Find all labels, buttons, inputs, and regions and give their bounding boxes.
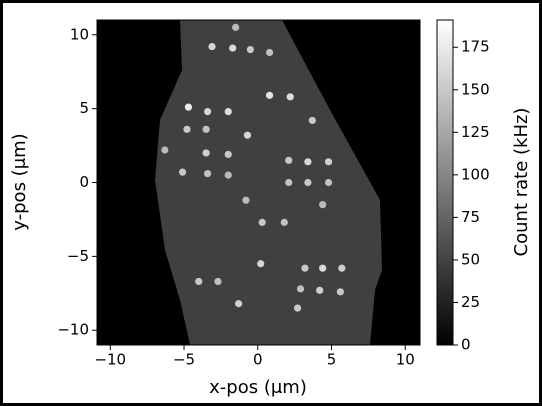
- spot: [304, 178, 312, 187]
- spot: [229, 44, 237, 52]
- spot: [204, 107, 212, 116]
- spot: [296, 285, 305, 293]
- spot: [285, 156, 293, 164]
- spot: [304, 158, 312, 166]
- spot: [224, 107, 232, 116]
- spot: [308, 116, 316, 125]
- flake: [155, 20, 382, 345]
- spot: [234, 300, 243, 308]
- y-tick-label: −5: [67, 247, 89, 265]
- spot: [184, 103, 193, 111]
- spot: [204, 170, 212, 178]
- spot: [265, 48, 274, 57]
- spot: [257, 260, 265, 268]
- spot: [316, 286, 324, 294]
- spot: [178, 168, 187, 176]
- spot: [202, 149, 210, 157]
- spot: [243, 131, 252, 139]
- colorbar-tick-label: 150: [461, 80, 490, 98]
- colorbar-tick-label: 25: [461, 293, 480, 311]
- colorbar-tick-label: 75: [461, 208, 480, 226]
- colorbar: [436, 19, 454, 346]
- spot: [214, 277, 222, 286]
- spot: [224, 171, 232, 179]
- spot: [224, 150, 232, 159]
- spot: [280, 218, 288, 226]
- x-tick-label: 5: [327, 351, 337, 369]
- spot: [285, 178, 293, 187]
- spot: [319, 264, 327, 272]
- spot: [258, 218, 266, 226]
- spot: [242, 196, 250, 204]
- y-axis-label: y-pos (μm): [9, 133, 30, 230]
- y-tick-label: 5: [79, 99, 89, 117]
- x-tick-label: −5: [173, 351, 195, 369]
- y-tick-label: 0: [79, 173, 89, 191]
- colorbar-tick-label: 50: [461, 250, 480, 268]
- spot: [301, 264, 309, 272]
- spot: [336, 288, 344, 296]
- x-axis-label: x-pos (μm): [209, 377, 307, 398]
- spot: [195, 277, 203, 286]
- spot: [161, 146, 169, 154]
- spot: [324, 158, 333, 166]
- spot: [208, 42, 216, 51]
- spot: [246, 45, 254, 54]
- spot: [265, 91, 274, 99]
- x-tick-label: 0: [253, 351, 263, 369]
- spot: [286, 93, 294, 101]
- colorbar-label: Count rate (kHz): [511, 108, 532, 257]
- spot: [232, 23, 240, 31]
- colorbar-tick-label: 0: [461, 336, 471, 354]
- spot: [338, 264, 346, 272]
- y-tick-label: −10: [57, 321, 89, 339]
- x-tick-label: 10: [396, 351, 415, 369]
- y-tick-label: 10: [70, 25, 89, 43]
- colorbar-tick-label: 125: [461, 123, 490, 141]
- spot: [202, 125, 210, 133]
- x-tick-label: −10: [94, 351, 126, 369]
- spot: [183, 125, 191, 133]
- spot: [324, 178, 333, 187]
- colorbar-tick-label: 175: [461, 38, 490, 56]
- spot: [319, 201, 327, 209]
- spot: [293, 304, 302, 312]
- colorbar-tick-label: 100: [461, 165, 490, 183]
